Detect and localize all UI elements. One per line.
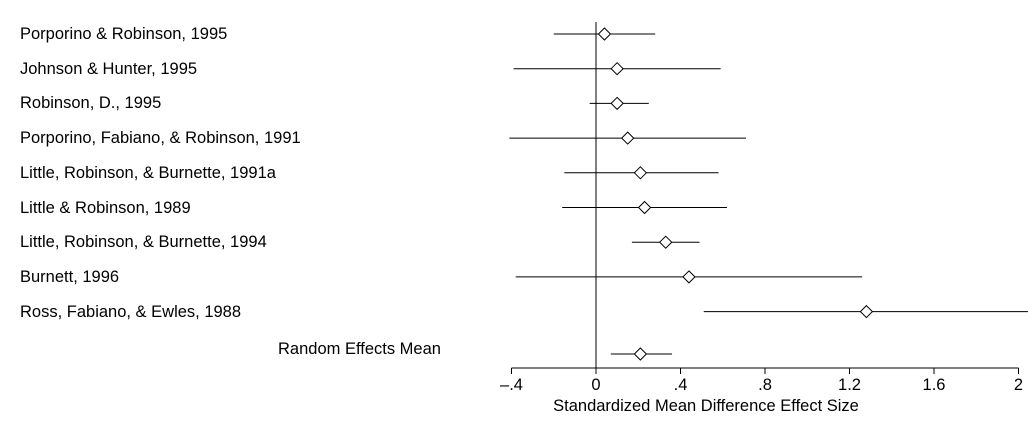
study-label: Porporino & Robinson, 1995 (20, 25, 228, 43)
study-label: Burnett, 1996 (20, 267, 120, 286)
x-axis-title: Standardized Mean Difference Effect Size (553, 397, 859, 415)
effect-size-marker (610, 96, 624, 111)
effect-size-marker (659, 235, 673, 249)
x-tick-label: .8 (758, 376, 772, 394)
x-tick-label: 1.6 (923, 376, 946, 394)
study-label: Little, Robinson, & Burnette, 1991a (20, 163, 276, 182)
effect-size-marker (620, 131, 635, 145)
effect-size-marker (682, 270, 696, 284)
study-label: Little & Robinson, 1989 (20, 198, 191, 217)
effect-size-marker (597, 27, 612, 41)
effect-size-marker (633, 166, 648, 180)
study-label: Ross, Fabiano, & Ewles, 1988 (20, 302, 242, 321)
x-tick-label: 2 (1014, 376, 1023, 394)
summary-label: Random Effects Mean (278, 340, 441, 358)
effect-size-marker (637, 200, 652, 215)
x-tick-label: .4 (674, 376, 688, 394)
effect-size-marker (610, 61, 624, 76)
summary-marker (633, 347, 648, 361)
x-tick-label: 0 (591, 376, 600, 394)
x-tick-label: 1.2 (838, 376, 861, 394)
study-label: Porporino, Fabiano, & Robinson, 1991 (20, 129, 301, 148)
study-label: Johnson & Hunter, 1995 (20, 59, 198, 78)
effect-size-marker (859, 304, 874, 319)
study-label: Robinson, D., 1995 (20, 94, 162, 113)
study-label: Little, Robinson, & Burnette, 1994 (20, 233, 267, 252)
x-tick-label: –.4 (500, 376, 523, 394)
